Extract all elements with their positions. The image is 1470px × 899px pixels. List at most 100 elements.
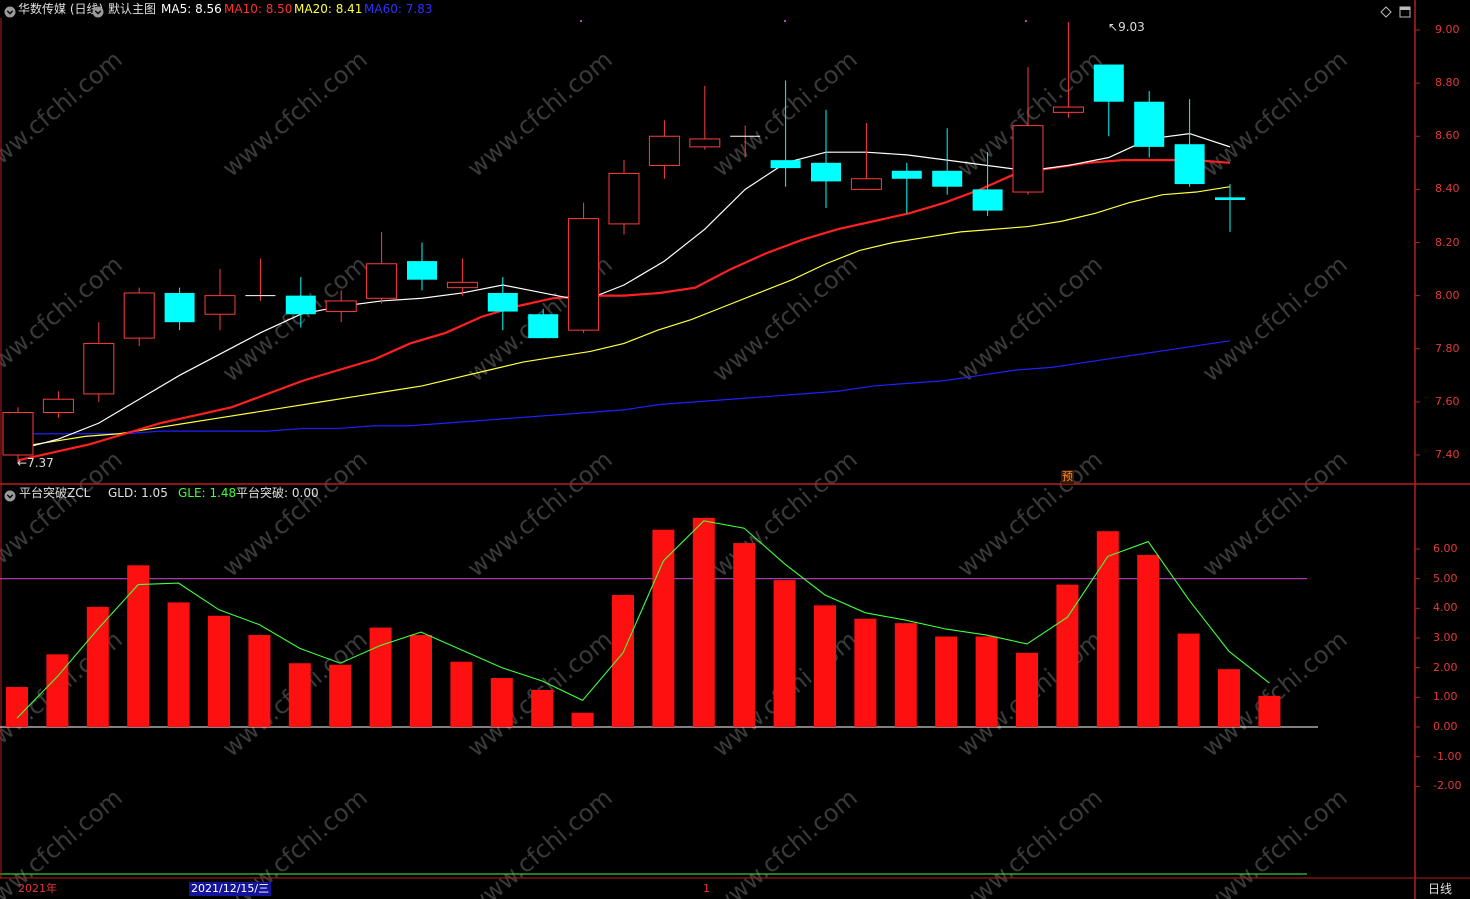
watermark-text: www.cfchi.com [707,783,863,899]
candle-body-down [891,170,922,179]
period-label[interactable]: 日线 [1428,882,1453,896]
watermark-text: www.cfchi.com [217,445,373,582]
candle-body-up [1012,125,1044,193]
price-tick-label: 7.60 [1435,394,1460,408]
candle-body-down [1215,197,1245,200]
ma5-label: MA5: 8.56 [161,2,222,16]
candle-body-up [568,218,600,331]
candle-body-down [487,292,518,312]
gld-bar [692,517,715,727]
gld-label: GLD: 1.05 [108,486,168,500]
gld-bar [1096,531,1119,727]
candle-body-up [1052,106,1084,113]
cursor-date: 2021/12/15/三 [189,882,272,896]
indicator-tick-label: 5.00 [1433,571,1458,585]
gld-bar [1177,633,1200,727]
gld-bar [46,654,69,727]
gld-bar [1258,695,1281,727]
indicator-layer [0,517,1318,728]
gld-bar [652,529,675,727]
watermark-text: www.cfchi.com [952,445,1108,582]
gld-bar [127,565,150,727]
watermark-layer: www.cfchi.com www.cfchi.com www.cfchi.com w… [0,45,1353,899]
gld-bar [86,606,109,727]
candle-body-up [648,135,680,166]
watermark-text: www.cfchi.com [462,445,618,582]
ma60-line [18,340,1231,435]
indicator-tick-label: -2.00 [1433,779,1462,793]
forecast-badge[interactable]: 预 [1061,470,1074,484]
candle-body-up [689,138,721,148]
gld-bar [733,543,756,727]
watermark-text: www.cfchi.com [707,250,863,387]
arrow-icon: ← [17,456,28,470]
ma60-label: MA60: 7.83 [364,2,433,16]
candle-body-up [366,263,398,299]
ma20-label: MA20: 8.41 [294,2,363,16]
indicator-tick-label: 1.00 [1433,690,1458,704]
gld-bar [208,615,230,727]
year-label: 2021年 [18,882,57,895]
gld-bar [1056,584,1079,727]
price-tick-label: 8.80 [1435,76,1460,90]
gld-bar [975,636,998,727]
gld-bar [773,580,796,727]
gld-bar [571,712,594,727]
price-tick-label: 8.20 [1435,235,1460,249]
price-tick-label: 7.80 [1435,341,1460,355]
gld-bar [1218,669,1240,727]
candle-body-up [325,300,357,313]
watermark-text: www.cfchi.com [1197,783,1353,899]
candles-layer [2,22,1245,463]
indicator-tick-label: 2.00 [1433,660,1458,674]
gld-bar [854,618,877,727]
candle-body-up [83,342,115,395]
gld-bar [1137,554,1160,727]
candle-body-down [1134,101,1165,147]
gld-bar [369,627,392,727]
arrow-icon: ↖ [1108,20,1119,34]
indicator-tick-label: 3.00 [1433,631,1458,644]
high-price-label: ↖9.03 [1108,20,1145,34]
watermark-text: www.cfchi.com [217,45,373,182]
candle-body-down [407,261,437,280]
candle-body-down [770,160,801,169]
gld-bar [612,594,634,727]
main-chart-label[interactable]: 默认主图 [108,2,157,16]
stock-title: 华数传媒 (日线) [18,2,104,16]
gld-bar [814,605,836,727]
candle-body-up [42,398,74,413]
window-icon[interactable] [1399,3,1411,22]
gld-bar [410,635,432,727]
watermark-text: www.cfchi.com [462,783,618,899]
gld-bar [450,661,473,727]
marker-dot [580,20,582,22]
indicator-tick-label: 6.00 [1433,542,1458,555]
low-price-label: ←7.37 [17,456,54,470]
indicator-tick-label: 0.00 [1433,720,1458,733]
price-tick-label: 8.60 [1435,129,1460,143]
gld-bar [167,602,190,727]
indicator-name[interactable]: 平台突破ZCL [19,486,91,500]
price-tick-label: 8.00 [1435,288,1460,302]
candle-body-down [972,189,1003,211]
candle-body-up [446,281,478,289]
gld-bar [894,623,917,727]
candle-body-up [2,412,34,456]
collapse-circle-icon[interactable] [4,3,16,22]
collapse-circle-icon[interactable] [4,487,16,506]
ma10-label: MA10: 8.50 [224,2,293,16]
watermark-text: www.cfchi.com [1197,445,1353,582]
gld-bar [6,686,28,727]
gld-bar [935,636,958,727]
candle-body-up [123,292,155,339]
watermark-text: www.cfchi.com [462,45,618,182]
diamond-icon[interactable] [1380,3,1392,22]
watermark-text: www.cfchi.com [952,250,1108,387]
candle-body-up [608,172,640,225]
gld-bar [1016,652,1038,727]
collapse-circle-icon[interactable] [92,3,104,22]
